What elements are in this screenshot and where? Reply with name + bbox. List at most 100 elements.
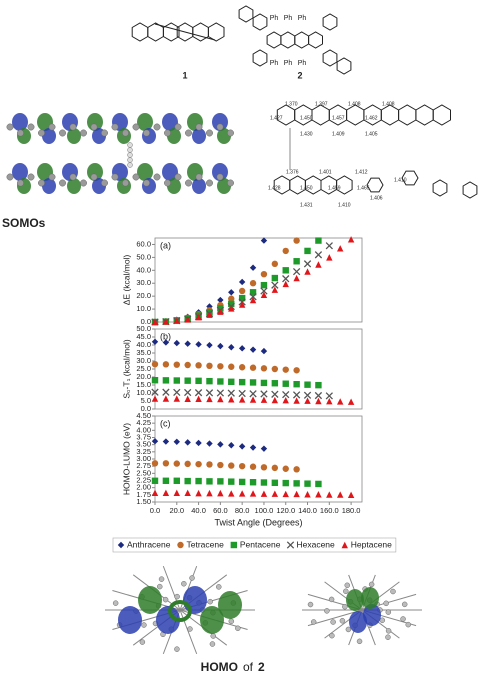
point (173, 460, 180, 467)
atom (59, 179, 66, 187)
atom (401, 601, 408, 608)
y-tick-label: 3.50 (136, 440, 151, 449)
point (314, 251, 323, 259)
phenyl-label: Ph (270, 15, 279, 22)
ring (432, 179, 448, 197)
atom (132, 173, 140, 181)
atom (356, 638, 363, 645)
lobe (200, 606, 224, 634)
atom (38, 129, 45, 137)
point (151, 338, 159, 345)
point (249, 390, 257, 398)
phenyl-label: Ph (284, 15, 293, 22)
atom (400, 616, 406, 622)
ring (192, 22, 209, 42)
point (195, 477, 202, 485)
y-tick-label: 50.0 (136, 252, 151, 261)
x-axis-label: Twist Angle (Degrees) (214, 517, 302, 527)
point (249, 479, 257, 486)
point (260, 287, 268, 295)
atom (330, 619, 336, 625)
point (304, 491, 311, 498)
point (162, 318, 170, 325)
x-tick-label: 0.0 (150, 506, 160, 515)
point (184, 460, 191, 468)
point (271, 286, 279, 293)
point (151, 377, 159, 384)
ring (207, 22, 225, 42)
bond-length: 1.405 (365, 131, 378, 137)
ring (162, 22, 180, 42)
atom (390, 588, 396, 595)
atom (228, 618, 235, 625)
point (326, 491, 333, 498)
atom (48, 123, 56, 131)
atom (174, 123, 182, 131)
homo-label: 2 (258, 660, 265, 674)
point (151, 318, 159, 326)
point (303, 391, 312, 399)
point (184, 361, 191, 369)
point (227, 389, 235, 397)
lobe (212, 113, 228, 131)
atom (90, 173, 98, 181)
point (151, 477, 159, 484)
point (195, 489, 202, 497)
panel-label: (a) (160, 240, 171, 250)
point (238, 364, 246, 371)
panel-label: (b) (160, 331, 171, 341)
point (195, 395, 202, 402)
atom (6, 173, 14, 181)
atom (310, 619, 317, 625)
y-tick-label: 4.50 (136, 411, 151, 420)
point (249, 444, 257, 451)
legend-label: Heptacene (351, 539, 392, 549)
x-tick-label: 60.0 (213, 506, 228, 515)
atom (122, 179, 129, 187)
bond-length: 1.462 (365, 115, 378, 121)
ring (336, 57, 352, 75)
atom (206, 179, 213, 187)
point (293, 381, 300, 388)
point (249, 289, 257, 296)
point (315, 237, 322, 244)
lobe (168, 600, 192, 622)
atom (207, 598, 213, 605)
ring (280, 31, 296, 49)
y-tick-label: 1.50 (136, 497, 151, 506)
point (337, 398, 344, 405)
lobe (349, 611, 367, 633)
y-tick-label: 3.75 (136, 432, 151, 441)
panel-label: (c) (160, 418, 171, 428)
x-tick-label: 140.0 (298, 506, 317, 515)
point (249, 296, 257, 304)
point (228, 478, 235, 485)
ring (462, 181, 478, 199)
point (337, 245, 344, 252)
point (260, 379, 268, 387)
point (238, 301, 246, 308)
atom (342, 603, 348, 610)
bond-length: 1.408 (382, 101, 395, 107)
point (184, 439, 191, 446)
point (292, 391, 301, 399)
point (206, 395, 213, 403)
atom (344, 582, 350, 589)
point (282, 479, 289, 487)
point (173, 489, 180, 497)
legend-marker (177, 541, 184, 549)
atom (189, 575, 195, 581)
x-tick-label: 80.0 (235, 506, 250, 515)
point (260, 237, 268, 244)
point (173, 339, 180, 347)
ring (322, 13, 338, 31)
point (260, 464, 268, 471)
point (228, 295, 235, 302)
point (260, 270, 268, 278)
point (315, 381, 322, 389)
point (217, 342, 224, 350)
y-tick-label: 35.0 (136, 348, 151, 357)
point (206, 341, 213, 349)
atom (38, 179, 45, 187)
point (271, 464, 279, 472)
